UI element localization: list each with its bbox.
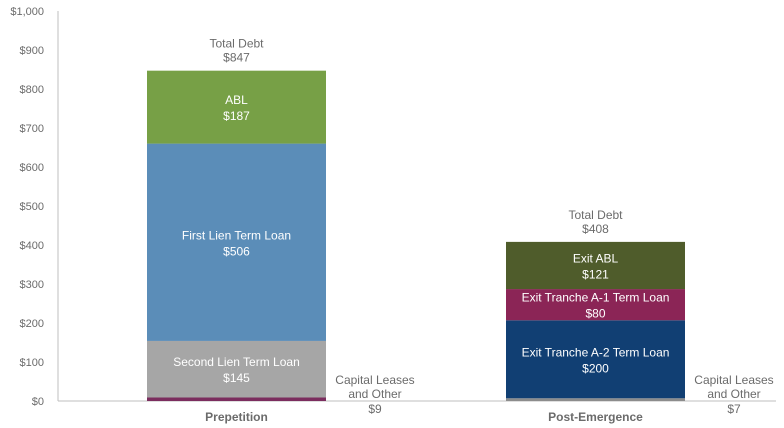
capital-leases-note: Capital Leases: [694, 373, 773, 387]
capital-leases-value: $7: [727, 402, 741, 416]
x-category-label: Post-Emergence: [548, 410, 643, 424]
bar-segment-second-lien-term-loan: [147, 340, 326, 398]
capital-leases-note: Capital Leases: [335, 373, 414, 387]
segment-label-value: $121: [582, 267, 609, 281]
segment-label-value: $506: [223, 244, 250, 258]
segment-label-value: $80: [585, 307, 605, 321]
y-tick-label: $900: [20, 45, 44, 57]
capital-leases-value: $9: [368, 402, 382, 416]
segment-label-name: First Lien Term Loan: [182, 228, 291, 242]
x-category-label: Prepetition: [205, 410, 268, 424]
capital-leases-note: and Other: [348, 387, 401, 401]
y-tick-label: $700: [20, 123, 44, 135]
bar-segment-first-lien-term-loan: [147, 143, 326, 341]
bar-segment-exit-tranche-a-2-term-loan: [506, 320, 685, 399]
segment-label-value: $187: [223, 109, 250, 123]
segment-label-name: Exit Tranche A-2 Term Loan: [522, 345, 670, 359]
total-debt-label: Total Debt: [568, 208, 623, 222]
bar-segment-capital-leases-and-other: [147, 397, 326, 401]
total-debt-value: $408: [582, 222, 609, 236]
segment-label-value: $145: [223, 371, 250, 385]
y-tick-label: $500: [20, 201, 44, 213]
segment-label-name: Exit Tranche A-1 Term Loan: [522, 291, 670, 305]
y-tick-label: $300: [20, 279, 44, 291]
y-tick-label: $1,000: [10, 6, 44, 18]
y-tick-label: $600: [20, 162, 44, 174]
y-tick-label: $200: [20, 318, 44, 330]
total-debt-value: $847: [223, 51, 250, 65]
y-tick-label: $800: [20, 84, 44, 96]
segment-label-name: Second Lien Term Loan: [173, 355, 300, 369]
total-debt-label: Total Debt: [209, 37, 264, 51]
bar-segment-exit-tranche-a-1-term-loan: [506, 289, 685, 321]
bar-segment-capital-leases-and-other: [506, 398, 685, 401]
capital-leases-note: and Other: [707, 387, 760, 401]
segment-label-name: ABL: [225, 93, 248, 107]
y-tick-label: $0: [32, 396, 44, 408]
y-tick-label: $100: [20, 357, 44, 369]
bar-segment-exit-abl: [506, 241, 685, 290]
segment-label-name: Exit ABL: [573, 251, 619, 265]
segment-label-value: $200: [582, 361, 609, 375]
bar-segment-abl: [147, 70, 326, 144]
y-tick-label: $400: [20, 240, 44, 252]
